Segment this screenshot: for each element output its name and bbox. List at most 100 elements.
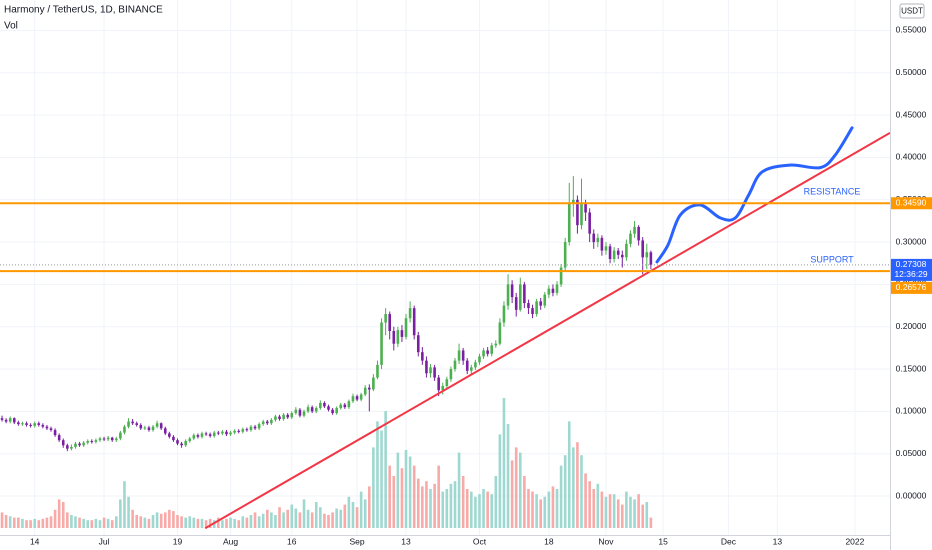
candle-body <box>339 404 343 409</box>
candle-body <box>176 440 179 444</box>
volume-bar <box>539 499 542 528</box>
candle-body <box>119 432 122 439</box>
x-tick-label: Nov <box>598 536 614 546</box>
x-tick-label: Jul <box>99 536 110 546</box>
candle-body <box>274 416 277 420</box>
candle-body <box>331 409 334 414</box>
candle-body <box>212 432 216 436</box>
candle-body <box>535 301 538 315</box>
volume-bar <box>433 483 436 528</box>
volume-bar <box>486 491 489 528</box>
candle-body <box>17 422 20 425</box>
volume-bar <box>98 520 102 528</box>
volume-bar <box>514 447 518 528</box>
volume-bar <box>547 491 551 528</box>
volume-bar <box>559 465 563 528</box>
volume-bar <box>478 494 481 528</box>
volume-bar <box>465 489 469 528</box>
candle-body <box>547 288 551 295</box>
grid <box>0 0 890 535</box>
candle-body <box>412 308 416 336</box>
candle-body <box>363 387 367 395</box>
candle-body <box>184 441 187 446</box>
volume-bar <box>70 515 73 528</box>
x-tick-label: 2022 <box>845 536 864 546</box>
candle-body <box>461 350 465 361</box>
candle-body <box>123 426 126 433</box>
candle-body <box>306 407 310 412</box>
candle-body <box>21 423 24 425</box>
candle-body <box>225 431 228 435</box>
volume-bar <box>555 489 559 528</box>
candle-body <box>53 430 57 436</box>
x-tick-label: 19 <box>173 536 183 546</box>
candle-body <box>110 437 114 441</box>
candle-body <box>474 362 477 368</box>
candle-body <box>94 440 98 442</box>
volume-bar <box>506 424 510 528</box>
candle-body <box>404 318 408 337</box>
volume-bar <box>327 515 330 528</box>
volume-bar <box>172 511 175 528</box>
candle-body <box>490 345 494 354</box>
candle-body <box>172 436 175 441</box>
volume-bar <box>119 499 122 528</box>
x-tick-label: Dec <box>721 536 737 546</box>
volume-bar <box>604 496 608 528</box>
volume-bar <box>372 447 375 528</box>
candle-body <box>347 401 351 408</box>
candle-body <box>188 438 192 442</box>
volume-bar <box>127 496 130 528</box>
volume-bar <box>576 442 579 528</box>
volume-bar <box>404 450 408 528</box>
candle-body <box>298 409 302 416</box>
volume-bar <box>147 518 151 528</box>
candle-body <box>518 284 522 310</box>
candle-body <box>147 427 151 431</box>
level-tag <box>891 197 932 210</box>
candle-body <box>612 250 616 260</box>
candle-body <box>319 402 322 409</box>
candle-body <box>114 438 118 441</box>
candle-body <box>433 367 436 378</box>
candle-body <box>494 343 498 346</box>
volume-bar <box>8 516 12 528</box>
candle-body <box>49 428 53 431</box>
projection-curve <box>655 126 854 264</box>
volume-bar <box>518 452 522 528</box>
level-tag <box>891 281 932 294</box>
volume-bar <box>310 512 314 528</box>
candle-body <box>241 429 245 432</box>
volume-bar <box>302 499 306 528</box>
volume-bar <box>412 465 416 528</box>
volume-bar <box>380 430 383 528</box>
currency-box[interactable] <box>899 3 925 19</box>
y-tick-label: 0.55000 <box>896 25 927 35</box>
candle-body <box>498 322 502 344</box>
candle-body <box>633 226 636 234</box>
volume-bar <box>114 516 118 528</box>
candle-body <box>604 246 608 251</box>
candle-body <box>343 404 347 408</box>
volume-bar <box>298 512 302 528</box>
candle-body <box>425 360 428 374</box>
volume-bar <box>580 455 583 528</box>
volume-bar <box>445 489 449 528</box>
volume-bar <box>588 481 591 528</box>
volume-bar <box>474 496 477 528</box>
candle-body <box>249 426 253 431</box>
volume-bar <box>168 509 171 528</box>
volume-bar <box>286 509 289 528</box>
volume-bar <box>237 520 241 528</box>
volume-bar <box>359 491 363 528</box>
last-price-tag <box>891 258 932 281</box>
volume-bar <box>135 515 139 528</box>
volume-bar <box>221 520 224 528</box>
volume-bar <box>21 518 24 528</box>
volume-bar <box>527 489 530 528</box>
volume-bar <box>29 520 32 528</box>
candle-body <box>388 314 392 331</box>
volume-bar <box>457 452 461 528</box>
volume-bar <box>621 504 624 528</box>
volume-bar <box>572 447 575 528</box>
